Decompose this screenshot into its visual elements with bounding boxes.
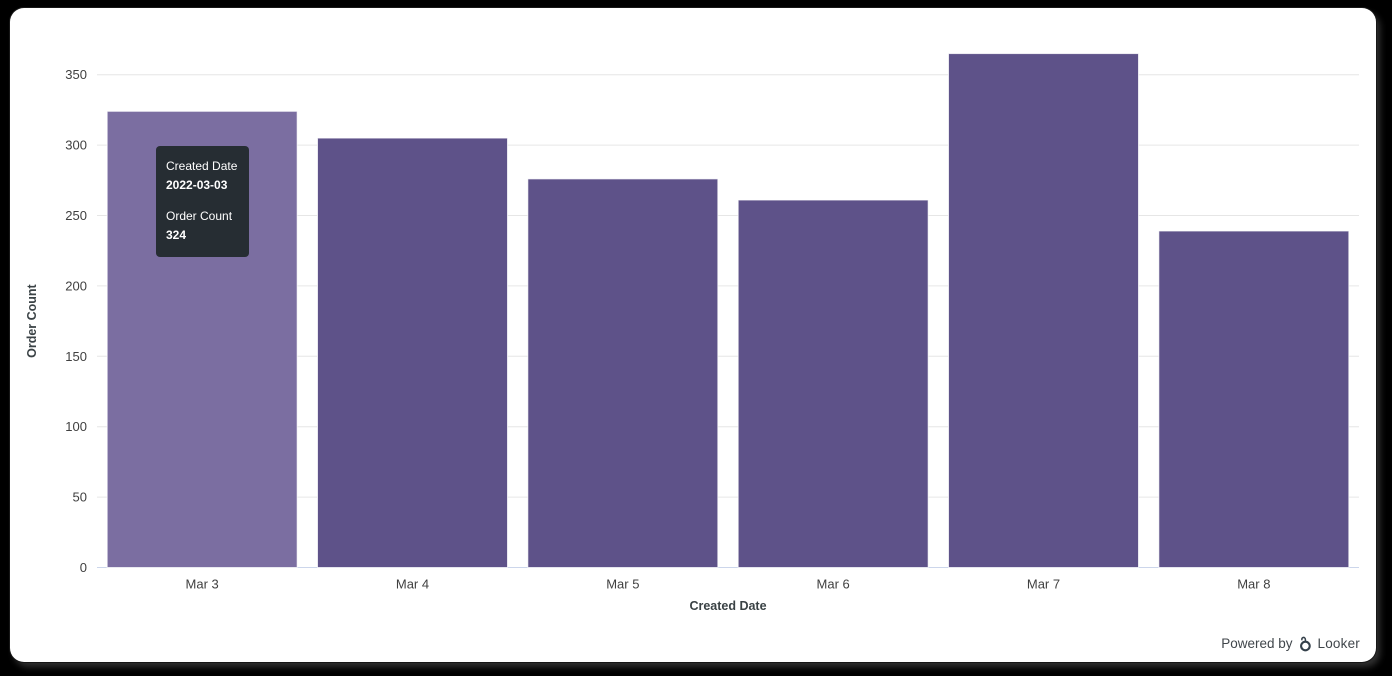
y-tick-label: 300	[65, 138, 87, 153]
y-tick-label: 150	[65, 349, 87, 364]
bar-mar-5[interactable]	[527, 178, 719, 568]
x-axis-title: Created Date	[689, 599, 766, 613]
y-tick-label: 100	[65, 419, 87, 434]
x-tick-label: Mar 3	[186, 577, 219, 592]
x-tick-label: Mar 7	[1027, 577, 1060, 592]
x-tick-label: Mar 6	[817, 577, 850, 592]
y-tick-label: 50	[73, 490, 87, 505]
powered-by-looker[interactable]: Powered by Looker	[1221, 634, 1360, 653]
bar-mar-6[interactable]	[737, 199, 929, 568]
x-tick-label: Mar 5	[606, 577, 639, 592]
bar-mar-8[interactable]	[1158, 230, 1350, 568]
chart-card: 0 50 100 150 200 250 300 350 Mar 3 Mar 4 Mar 5 Mar …	[10, 8, 1376, 662]
bar-chart-plot[interactable]: 0 50 100 150 200 250 300 350 Mar 3 Mar 4 Mar 5 Mar …	[10, 8, 1376, 662]
looker-brand-text: Looker	[1317, 636, 1360, 651]
bar-mar-3[interactable]	[106, 110, 298, 568]
y-axis-title: Order Count	[25, 283, 39, 357]
y-tick-label: 0	[80, 560, 87, 575]
y-tick-label: 200	[65, 278, 87, 293]
powered-by-text: Powered by	[1221, 636, 1293, 651]
x-tick-label: Mar 8	[1237, 577, 1270, 592]
y-tick-label: 250	[65, 208, 87, 223]
y-tick-label: 350	[65, 67, 87, 82]
looker-logo-icon	[1299, 636, 1311, 652]
bar-mar-7[interactable]	[948, 53, 1139, 568]
bar-mar-4[interactable]	[317, 137, 508, 568]
x-tick-label: Mar 4	[396, 577, 429, 592]
